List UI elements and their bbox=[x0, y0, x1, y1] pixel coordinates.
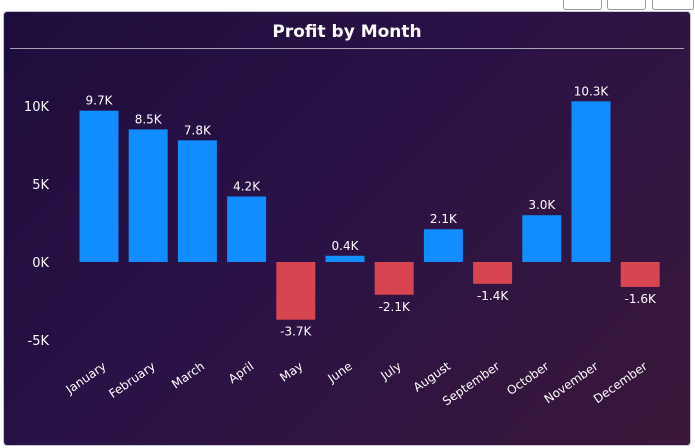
bar-may[interactable] bbox=[276, 262, 316, 320]
bar-october[interactable] bbox=[522, 215, 562, 262]
bar-august[interactable] bbox=[423, 229, 463, 262]
x-tick-label-february: February bbox=[106, 359, 158, 401]
bar-november[interactable] bbox=[571, 101, 611, 262]
y-tick-label: -5K bbox=[28, 334, 50, 349]
y-tick-label: 0K bbox=[32, 256, 49, 271]
bar-march[interactable] bbox=[177, 140, 217, 262]
bar-september[interactable] bbox=[473, 262, 513, 284]
chart-title: Profit by Month bbox=[272, 22, 422, 42]
bar-december[interactable] bbox=[620, 262, 660, 287]
bar-january[interactable] bbox=[79, 110, 119, 263]
bar-chart: 10K 5K 0K -5K 9.7K January 8.5K February 7.8K Mar… bbox=[24, 84, 660, 409]
data-label-december: -1.6K bbox=[625, 292, 657, 306]
x-tick-label-april: April bbox=[226, 359, 257, 386]
y-tick-label: 10K bbox=[24, 100, 50, 115]
data-label-october: 3.0K bbox=[528, 198, 556, 212]
x-tick-label-august: August bbox=[411, 359, 454, 395]
data-label-november: 10.3K bbox=[574, 84, 610, 98]
chart-card[interactable]: Profit by Month 10K 5K 0K -5K 9.7K January 8.5… bbox=[3, 11, 691, 446]
data-label-august: 2.1K bbox=[430, 212, 458, 226]
data-label-april: 4.2K bbox=[233, 179, 261, 193]
data-label-may: -3.7K bbox=[280, 325, 312, 339]
bar-april[interactable] bbox=[227, 196, 267, 262]
data-label-june: 0.4K bbox=[332, 239, 360, 253]
data-label-september: -1.4K bbox=[477, 289, 509, 303]
y-tick-label: 5K bbox=[32, 178, 49, 193]
x-tick-label-december: December bbox=[591, 359, 650, 406]
bar-february[interactable] bbox=[128, 129, 168, 262]
visual-header-button-1[interactable] bbox=[563, 0, 602, 10]
title-divider bbox=[10, 48, 684, 49]
bar-july[interactable] bbox=[374, 262, 414, 295]
x-tick-label-january: January bbox=[63, 359, 109, 397]
x-tick-label-november: November bbox=[542, 359, 601, 406]
data-label-july: -2.1K bbox=[379, 300, 411, 314]
visual-header-button-3[interactable] bbox=[652, 0, 694, 10]
x-tick-label-march: March bbox=[169, 359, 207, 391]
x-tick-label-may: May bbox=[277, 359, 305, 385]
data-label-february: 8.5K bbox=[135, 112, 163, 126]
data-label-march: 7.8K bbox=[184, 123, 212, 137]
bar-june[interactable] bbox=[325, 255, 365, 262]
x-tick-label-july: July bbox=[377, 359, 404, 383]
x-tick-label-june: June bbox=[324, 359, 354, 386]
data-label-january: 9.7K bbox=[86, 94, 114, 108]
visual-header-button-2[interactable] bbox=[607, 0, 646, 10]
